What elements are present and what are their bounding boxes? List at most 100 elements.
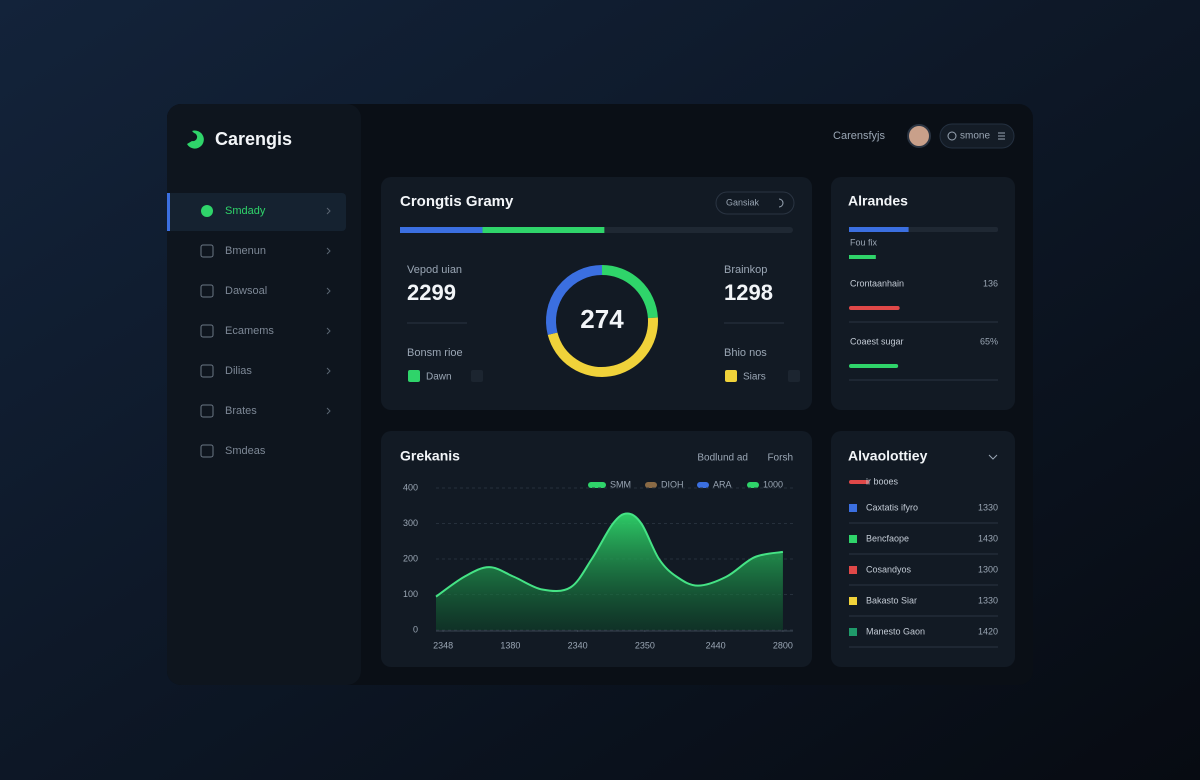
card bbox=[831, 431, 1015, 667]
stat-label: Vepod uian bbox=[407, 264, 462, 276]
logo bbox=[187, 130, 204, 149]
content: Smdady Bmenun Dawsoal Ecamems Dilias Brates Sm… bbox=[200, 193, 998, 650]
x-tick-label: 2350 bbox=[635, 640, 655, 650]
x-tick-label: 2340 bbox=[568, 640, 588, 650]
donut-segment bbox=[547, 317, 658, 377]
card bbox=[381, 177, 812, 410]
legend-label: SMM bbox=[610, 479, 631, 489]
donut-segment bbox=[546, 265, 603, 335]
row-value: 136 bbox=[983, 278, 998, 288]
chart-title: Grekanis bbox=[400, 448, 460, 464]
icon bbox=[778, 198, 784, 208]
row-swatch bbox=[849, 628, 857, 636]
nav-label[interactable]: Smdeas bbox=[225, 445, 266, 457]
x-tick-label: 2348 bbox=[433, 640, 453, 650]
row-swatch bbox=[849, 597, 857, 605]
top-button-label: smone bbox=[960, 131, 990, 142]
nav-label[interactable]: Brates bbox=[225, 405, 257, 417]
x-tick-label: 2800 bbox=[773, 640, 793, 650]
legend-swatch bbox=[408, 370, 420, 382]
row-value: 65% bbox=[980, 336, 998, 346]
row-swatch bbox=[849, 535, 857, 543]
stat-label: Brainkop bbox=[724, 264, 767, 276]
button-label: Gansiak bbox=[726, 197, 760, 207]
bar bbox=[849, 255, 876, 259]
bar bbox=[849, 306, 900, 310]
row-name: Cosandyos bbox=[866, 564, 912, 574]
tag-label: ir booes bbox=[866, 476, 899, 486]
chevron bbox=[326, 207, 331, 215]
brand: Carengis bbox=[215, 129, 292, 149]
chart-link[interactable]: Forsh bbox=[767, 453, 793, 464]
card-title: Crongtis Gramy bbox=[400, 193, 514, 210]
nav-active-strip bbox=[167, 193, 170, 231]
nav-label[interactable]: Dawsoal bbox=[225, 285, 267, 297]
legend-swatch bbox=[747, 482, 759, 488]
legend-swatch bbox=[725, 370, 737, 382]
legend-label: Dawn bbox=[426, 372, 452, 383]
bar bbox=[849, 227, 909, 232]
chevron bbox=[326, 367, 331, 375]
row-swatch bbox=[849, 504, 857, 512]
bar-label: Fou fix bbox=[850, 237, 878, 247]
icon bbox=[998, 132, 1005, 140]
nav-active bbox=[167, 193, 346, 231]
nav-icon bbox=[201, 205, 213, 217]
legend-label: 1000 bbox=[763, 479, 783, 489]
avatar[interactable] bbox=[907, 124, 931, 148]
card bbox=[381, 431, 812, 667]
x-tick-label: 2440 bbox=[706, 640, 726, 650]
legend-swatch bbox=[588, 482, 606, 488]
nav-icon bbox=[200, 324, 214, 338]
progress-segment bbox=[400, 227, 483, 233]
card bbox=[831, 177, 1015, 410]
row-value: 1330 bbox=[978, 595, 998, 605]
y-tick-label: 100 bbox=[403, 589, 418, 599]
y-tick-label: 300 bbox=[403, 518, 418, 528]
chevron bbox=[326, 407, 331, 415]
y-tick-label: 200 bbox=[403, 553, 418, 563]
card-title: Alvaolottiey bbox=[848, 448, 928, 464]
donut-segment bbox=[601, 265, 658, 319]
row-swatch bbox=[849, 566, 857, 574]
stat-sub: Bonsm rioe bbox=[407, 347, 463, 359]
y-tick-label: 0 bbox=[413, 624, 418, 634]
nav-label[interactable]: Smdady bbox=[225, 205, 266, 217]
nav-icon bbox=[200, 404, 214, 418]
chart-link[interactable]: Bodlund ad bbox=[697, 453, 748, 464]
card-button[interactable] bbox=[715, 191, 795, 215]
row-value: 1300 bbox=[978, 564, 998, 574]
row-name: Crontaanhain bbox=[850, 278, 904, 288]
row-name: Bencfaope bbox=[866, 533, 909, 543]
bar bbox=[849, 364, 899, 368]
top-button[interactable] bbox=[939, 123, 1015, 149]
row-name: Manesto Gaon bbox=[866, 626, 925, 636]
card-title: Alrandes bbox=[848, 193, 908, 209]
nav-icon bbox=[200, 244, 214, 258]
nav-label[interactable]: Ecamems bbox=[225, 325, 274, 337]
progress-segment bbox=[482, 227, 605, 233]
y-tick-label: 400 bbox=[403, 482, 418, 492]
row-name: Bakasto Siar bbox=[866, 595, 917, 605]
nav-icon bbox=[200, 364, 214, 378]
chevron[interactable] bbox=[988, 454, 998, 460]
top-label: Carensfyjs bbox=[833, 130, 885, 142]
legend-swatch bbox=[697, 482, 709, 488]
legend-box bbox=[471, 370, 483, 382]
nav-label[interactable]: Bmenun bbox=[225, 245, 266, 257]
legend-box bbox=[788, 370, 800, 382]
chevron bbox=[326, 287, 331, 295]
row-name: Caxtatis ifyro bbox=[866, 502, 918, 512]
area bbox=[436, 513, 783, 630]
nav-label[interactable]: Dilias bbox=[225, 365, 252, 377]
legend-label: DIOH bbox=[661, 479, 684, 489]
legend-swatch bbox=[645, 482, 657, 488]
sidebar bbox=[167, 104, 361, 685]
row-value: 1430 bbox=[978, 533, 998, 543]
chevron bbox=[326, 247, 331, 255]
row-name: Coaest sugar bbox=[850, 336, 904, 346]
nav-icon bbox=[200, 444, 214, 458]
row-value: 1420 bbox=[978, 626, 998, 636]
icon bbox=[947, 131, 957, 141]
